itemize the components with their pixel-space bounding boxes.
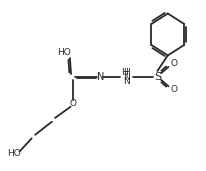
Text: O: O (170, 85, 177, 94)
Text: O: O (69, 99, 76, 108)
Text: N: N (97, 72, 104, 82)
Text: H: H (123, 68, 130, 77)
Text: HO: HO (7, 149, 21, 158)
Text: S: S (154, 72, 161, 82)
Text: H: H (122, 68, 128, 77)
Text: HO: HO (57, 48, 70, 57)
Text: N: N (123, 73, 130, 82)
Text: N: N (123, 77, 130, 86)
Text: O: O (170, 59, 177, 68)
